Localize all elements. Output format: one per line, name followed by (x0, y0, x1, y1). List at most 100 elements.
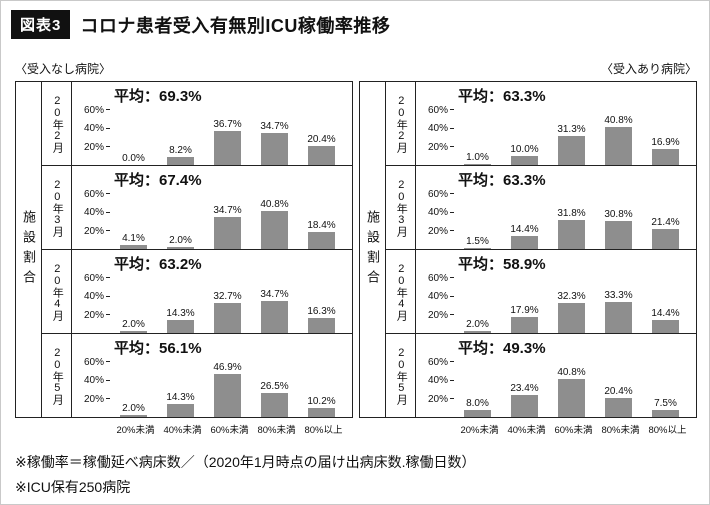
bar (261, 392, 288, 417)
bar (511, 235, 538, 249)
figure-title: コロナ患者受入有無別ICU稼働率推移 (80, 15, 391, 36)
y-axis-tick: 60% (427, 356, 448, 368)
y-axis-tick-mark (450, 379, 454, 381)
bar-value-label: 36.7% (213, 119, 242, 131)
y-axis-tick: 20% (427, 225, 448, 237)
month-cell: 20年2月 (42, 82, 72, 165)
x-axis-label: 80%未満 (601, 425, 640, 436)
bar-value-label: 14.4% (510, 223, 539, 235)
bar (558, 303, 585, 333)
panel-box: 施設割合 20年2月 平均：63.3% 20% 40% 60% 1.0% 10.0% 31.3… (359, 81, 697, 418)
bar (308, 407, 335, 417)
y-axis-tick: 60% (83, 272, 104, 284)
bar (511, 155, 538, 165)
bar (511, 395, 538, 417)
bar-value-label: 23.4% (510, 383, 539, 395)
y-axis-tick-mark (106, 193, 110, 195)
y-axis-tick-mark (450, 109, 454, 111)
chart-row: 20年5月 平均：56.1% 20% 40% 60% 2.0% 14.3% 46.9% 26.5… (42, 334, 352, 417)
y-axis-tick-mark (450, 314, 454, 316)
bar-value-label: 18.4% (307, 220, 336, 232)
bar (605, 127, 632, 165)
y-axis-tick-mark (106, 277, 110, 279)
bar-value-label: 7.5% (654, 398, 677, 410)
month-label: 20年3月 (51, 178, 64, 237)
bar (214, 373, 241, 417)
y-axis-tick-mark (450, 277, 454, 279)
average-label: 平均：63.2% (114, 256, 202, 273)
x-axis-label: 60%未満 (554, 425, 593, 436)
average-label: 平均：63.3% (458, 88, 546, 105)
chart-row: 20年5月 平均：49.3% 20% 40% 60% 8.0% 23.4% 40.8% 20.4… (386, 334, 696, 417)
month-label: 20年5月 (51, 346, 64, 405)
bar-value-label: 14.4% (651, 307, 680, 319)
bar-value-label: 30.8% (604, 208, 633, 220)
y-axis-tick: 20% (427, 393, 448, 405)
row-chart: 平均：58.9% 20% 40% 60% 2.0% 17.9% 32.3% 33.3% 14.4… (416, 250, 696, 333)
bar (167, 157, 194, 165)
x-axis-label: 20%未満 (116, 425, 155, 436)
bar (167, 319, 194, 333)
y-axis-tick-mark (106, 314, 110, 316)
month-label: 20年3月 (395, 178, 408, 237)
y-axis-tick: 60% (427, 188, 448, 200)
panel-headings: 〈受入なし病院〉 〈受入あり病院〉 (15, 60, 697, 77)
bar-value-label: 8.2% (169, 145, 192, 157)
bar-value-label: 16.3% (307, 305, 336, 317)
bar (652, 410, 679, 417)
bar-value-label: 31.8% (557, 207, 586, 219)
chart-row: 20年4月 平均：58.9% 20% 40% 60% 2.0% 17.9% 32.3% 33.3… (386, 250, 696, 334)
bar (511, 316, 538, 333)
y-axis-tick: 60% (427, 104, 448, 116)
y-axis-title: 施設割合 (365, 209, 380, 290)
bar-value-label: 20.4% (307, 134, 336, 146)
bar-value-label: 2.0% (169, 235, 192, 247)
month-cell: 20年3月 (386, 166, 416, 249)
bar-value-label: 2.0% (122, 319, 145, 331)
chart-row: 20年4月 平均：63.2% 20% 40% 60% 2.0% 14.3% 32.7% 34.7… (42, 250, 352, 334)
bar-value-label: 40.8% (260, 199, 289, 211)
bar-value-label: 40.8% (604, 115, 633, 127)
panel-box: 施設割合 20年2月 平均：69.3% 20% 40% 60% 0.0% 8.2% 36.7%… (15, 81, 353, 418)
bar (652, 319, 679, 333)
bar (464, 409, 491, 417)
y-axis-tick: 40% (83, 291, 104, 303)
average-label: 平均：56.1% (114, 340, 202, 357)
bar-value-label: 10.2% (307, 395, 336, 407)
month-cell: 20年4月 (42, 250, 72, 333)
y-axis-tick: 40% (83, 375, 104, 387)
y-axis-title-column: 施設割合 (16, 82, 42, 417)
bar (214, 131, 241, 165)
month-cell: 20年4月 (386, 250, 416, 333)
footnotes: ※稼働率＝稼働延べ病床数／（2020年1月時点の届け出病床数.稼働日数） ※IC… (15, 450, 476, 500)
footnote: ※ICU保有250病院 (15, 479, 131, 495)
x-axis-label: 20%未満 (460, 425, 499, 436)
y-axis-tick: 40% (427, 291, 448, 303)
x-axis-label: 40%未満 (163, 425, 202, 436)
bar-value-label: 33.3% (604, 290, 633, 302)
bar-value-label: 31.3% (557, 124, 586, 136)
y-axis-tick-mark (450, 193, 454, 195)
y-axis-tick-mark (106, 295, 110, 297)
figure-badge: 図表3 (11, 10, 71, 39)
y-axis-tick: 60% (83, 104, 104, 116)
y-axis-tick-mark (106, 211, 110, 213)
bar-value-label: 32.3% (557, 291, 586, 303)
month-cell: 20年3月 (42, 166, 72, 249)
chart-rows: 20年2月 平均：69.3% 20% 40% 60% 0.0% 8.2% 36.7% 34.7%… (42, 82, 352, 417)
bar (167, 403, 194, 417)
x-axis-label: 40%未満 (507, 425, 546, 436)
row-chart: 平均：69.3% 20% 40% 60% 0.0% 8.2% 36.7% 34.7% 20.4% (72, 82, 352, 165)
average-label: 平均：69.3% (114, 88, 202, 105)
x-axis-labels: 20%未満 40%未満 60%未満 80%未満 80%以上 (456, 418, 691, 438)
bar (308, 232, 335, 249)
y-axis-tick: 20% (83, 393, 104, 405)
bar-value-label: 8.0% (466, 397, 489, 409)
bar-value-label: 26.5% (260, 380, 289, 392)
month-cell: 20年5月 (42, 334, 72, 417)
bar-value-label: 17.9% (510, 304, 539, 316)
y-axis-tick: 40% (83, 123, 104, 135)
y-axis-tick: 40% (427, 123, 448, 135)
average-label: 平均：63.3% (458, 172, 546, 189)
panel-accept: 施設割合 20年2月 平均：63.3% 20% 40% 60% 1.0% 10.0% 31.3… (359, 81, 697, 438)
